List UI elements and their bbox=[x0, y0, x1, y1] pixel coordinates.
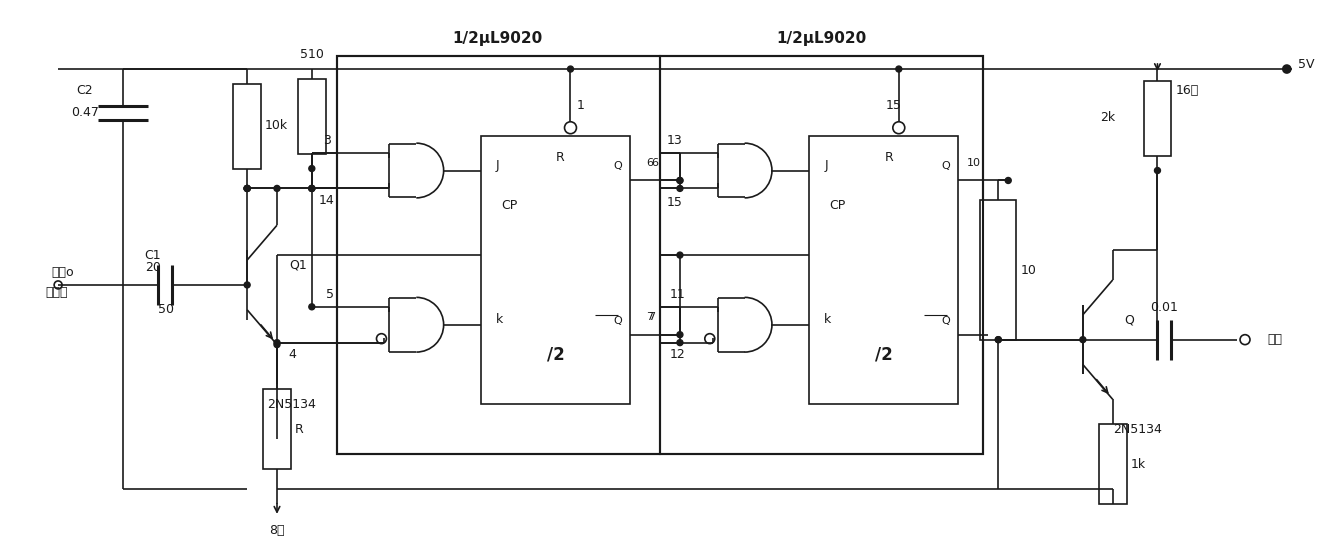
Text: 1/2μL9020: 1/2μL9020 bbox=[453, 31, 543, 46]
Text: 8脚: 8脚 bbox=[269, 524, 285, 537]
Circle shape bbox=[309, 186, 315, 192]
Bar bbox=[809, 136, 958, 405]
Text: J: J bbox=[496, 159, 499, 172]
Text: 16脚: 16脚 bbox=[1175, 84, 1199, 97]
Text: k: k bbox=[496, 313, 503, 326]
Text: 1/2μL9020: 1/2μL9020 bbox=[776, 31, 866, 46]
Bar bbox=[480, 136, 630, 405]
Circle shape bbox=[244, 186, 250, 192]
Circle shape bbox=[1154, 168, 1161, 174]
Bar bbox=[1099, 424, 1126, 504]
Text: 15: 15 bbox=[667, 196, 683, 209]
Text: CP: CP bbox=[500, 199, 518, 212]
Text: 10: 10 bbox=[966, 157, 981, 168]
Text: 6: 6 bbox=[652, 157, 659, 168]
Text: 0.01: 0.01 bbox=[1150, 301, 1178, 314]
Text: /2: /2 bbox=[547, 345, 564, 364]
Circle shape bbox=[244, 186, 250, 192]
Text: 7: 7 bbox=[647, 312, 654, 322]
Text: R: R bbox=[885, 151, 893, 164]
Circle shape bbox=[309, 186, 315, 192]
Text: R: R bbox=[295, 422, 303, 435]
Text: 2N5134: 2N5134 bbox=[268, 398, 315, 411]
Bar bbox=[660, 56, 984, 454]
Text: R: R bbox=[556, 151, 564, 164]
Circle shape bbox=[55, 281, 63, 289]
Circle shape bbox=[244, 186, 250, 192]
Text: 4: 4 bbox=[287, 348, 295, 361]
Bar bbox=[298, 79, 326, 154]
Text: /2: /2 bbox=[874, 345, 893, 364]
Circle shape bbox=[274, 342, 280, 348]
Circle shape bbox=[564, 122, 576, 134]
Text: 50: 50 bbox=[157, 304, 173, 317]
Circle shape bbox=[309, 304, 315, 310]
Circle shape bbox=[996, 337, 1001, 343]
Text: 输入o: 输入o bbox=[51, 267, 73, 280]
Text: Q: Q bbox=[942, 161, 950, 171]
Circle shape bbox=[567, 66, 574, 72]
Text: 20: 20 bbox=[145, 261, 161, 274]
Bar bbox=[1143, 81, 1171, 156]
Text: 2N5134: 2N5134 bbox=[1113, 422, 1162, 435]
Text: k: k bbox=[824, 313, 832, 326]
Text: 3: 3 bbox=[323, 134, 330, 147]
Text: 10: 10 bbox=[1020, 263, 1036, 276]
Text: Q: Q bbox=[614, 161, 622, 171]
Text: 14: 14 bbox=[319, 194, 334, 207]
Circle shape bbox=[1079, 337, 1086, 343]
Text: 源阵抗: 源阵抗 bbox=[45, 286, 68, 299]
Bar bbox=[233, 84, 261, 168]
Circle shape bbox=[677, 252, 683, 258]
Text: 输出: 输出 bbox=[1267, 333, 1282, 346]
Circle shape bbox=[996, 337, 1001, 343]
Circle shape bbox=[1283, 65, 1291, 73]
Circle shape bbox=[677, 186, 683, 192]
Bar bbox=[337, 56, 660, 454]
Circle shape bbox=[896, 66, 902, 72]
Circle shape bbox=[244, 186, 250, 192]
Text: Q: Q bbox=[614, 315, 622, 326]
Circle shape bbox=[677, 178, 683, 184]
Text: Q1: Q1 bbox=[289, 258, 306, 272]
Text: 5: 5 bbox=[326, 288, 334, 301]
Text: 1: 1 bbox=[576, 99, 584, 112]
Circle shape bbox=[309, 186, 315, 192]
Circle shape bbox=[274, 186, 280, 192]
Text: Q: Q bbox=[942, 315, 950, 326]
Circle shape bbox=[677, 332, 683, 338]
Circle shape bbox=[677, 340, 683, 345]
Text: 1k: 1k bbox=[1130, 458, 1146, 471]
Circle shape bbox=[1005, 178, 1012, 184]
Text: 5V: 5V bbox=[1299, 58, 1315, 71]
Circle shape bbox=[705, 334, 715, 344]
Text: C1: C1 bbox=[144, 249, 161, 262]
Text: CP: CP bbox=[829, 199, 845, 212]
Text: 7: 7 bbox=[648, 312, 656, 322]
Circle shape bbox=[677, 178, 683, 184]
Text: C2: C2 bbox=[77, 84, 93, 97]
Text: 510: 510 bbox=[299, 48, 323, 61]
Circle shape bbox=[1240, 334, 1250, 345]
Text: J: J bbox=[824, 159, 828, 172]
Circle shape bbox=[309, 166, 315, 172]
Bar bbox=[981, 200, 1016, 340]
Text: 6: 6 bbox=[647, 157, 654, 168]
Bar bbox=[337, 56, 984, 454]
Text: 10k: 10k bbox=[265, 119, 289, 132]
Text: 13: 13 bbox=[667, 134, 683, 147]
Circle shape bbox=[893, 122, 905, 134]
Text: 15: 15 bbox=[886, 99, 902, 112]
Text: Q: Q bbox=[1125, 313, 1134, 326]
Text: 11: 11 bbox=[669, 288, 685, 301]
Text: 2k: 2k bbox=[1101, 111, 1115, 124]
Text: 12: 12 bbox=[669, 348, 685, 361]
Circle shape bbox=[377, 334, 386, 344]
Text: 0.47: 0.47 bbox=[71, 106, 98, 119]
Circle shape bbox=[274, 340, 280, 345]
Circle shape bbox=[244, 282, 250, 288]
Bar bbox=[264, 389, 291, 469]
